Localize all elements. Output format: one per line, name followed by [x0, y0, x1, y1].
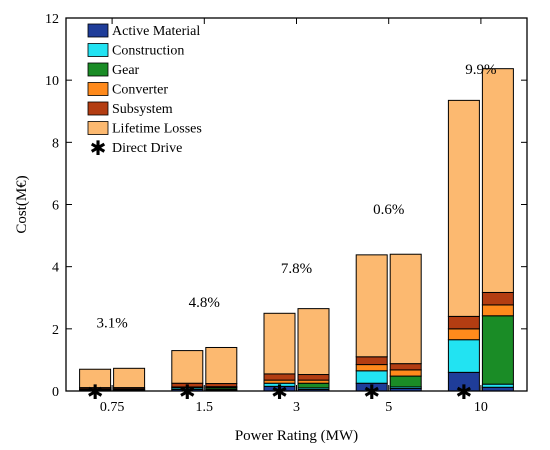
legend-label: Direct Drive: [112, 141, 182, 156]
legend-label: Converter: [112, 83, 168, 98]
x-tick-label: 1.5: [196, 400, 214, 415]
percent-annotation: 7.8%: [281, 261, 312, 277]
legend-swatch: [87, 62, 109, 77]
y-tick-label: 6: [52, 199, 59, 214]
x-axis-label: Power Rating (MW): [235, 428, 358, 444]
x-tick-label: 3: [293, 400, 300, 415]
legend-label: Active Material: [112, 24, 200, 39]
percent-annotation: 3.1%: [96, 315, 127, 331]
x-tick-label: 10: [474, 400, 488, 415]
bar-segment-10-geared-5: [481, 68, 514, 293]
direct-drive-marker: ✱: [179, 380, 196, 404]
ticks-layer: 0 2 4 6 8 10 12 0.75 1.5 3 5 10: [45, 12, 527, 415]
bar-segment-3-geared-4: [297, 374, 330, 381]
legend-label: Lifetime Losses: [112, 122, 202, 137]
percent-annotation: 0.6%: [373, 202, 404, 218]
bar-segment-10-geared-3: [481, 304, 514, 317]
bars-layer: [79, 68, 514, 392]
legend-label: Subsystem: [112, 102, 173, 117]
bar-segment-3-geared-5: [297, 308, 330, 376]
bar-segment-5-dd-4: [355, 356, 388, 366]
markers-layer: ✱ ✱ ✱ ✱ ✱: [87, 380, 473, 404]
legend-label: Construction: [112, 44, 184, 59]
bar-segment-5-geared-2: [389, 375, 422, 388]
bar-segment-5-geared-5: [389, 253, 422, 365]
y-tick-label: 8: [52, 136, 59, 151]
bar-segment-10-dd-1: [447, 339, 480, 373]
y-tick-label: 2: [52, 323, 59, 338]
y-tick-label: 10: [45, 74, 59, 89]
legend-swatch: [87, 101, 109, 116]
direct-drive-marker: ✱: [87, 380, 104, 404]
bar-segment-5-geared-3: [389, 369, 422, 377]
bar-segment-3-dd-5: [263, 312, 296, 375]
legend-marker-symbol: ✱: [90, 136, 107, 160]
x-tick-label: 5: [385, 400, 392, 415]
bar-segment-10-dd-4: [447, 315, 480, 330]
y-axis-label: Cost(M€): [14, 175, 30, 233]
bar-segment-0.75-dd-5: [79, 368, 112, 389]
legend-swatch: [87, 43, 109, 57]
bar-segment-10-geared-2: [481, 315, 514, 385]
bar-segment-0.75-geared-5: [113, 367, 146, 389]
direct-drive-marker: ✱: [363, 380, 380, 404]
legend-swatch: [87, 82, 109, 96]
y-tick-label: 12: [45, 12, 59, 27]
bar-segment-1.5-dd-5: [171, 350, 204, 384]
bar-segment-3-geared-2: [297, 382, 330, 389]
legend-label: Gear: [112, 63, 140, 78]
bar-segment-5-geared-4: [389, 363, 422, 371]
y-tick-label: 0: [52, 385, 59, 400]
x-tick-label: 0.75: [100, 400, 125, 415]
percent-annotation: 9.9%: [465, 62, 496, 78]
percent-annotation: 4.8%: [189, 295, 220, 311]
annotations-layer: 3.1% 4.8% 7.8% 0.6% 9.9%: [96, 62, 496, 331]
bar-segment-1.5-geared-5: [205, 346, 238, 385]
y-tick-label: 4: [52, 261, 59, 276]
bar-segment-5-dd-5: [355, 254, 388, 358]
bar-segment-5-dd-3: [355, 364, 388, 372]
legend-swatch: [87, 23, 109, 38]
bar-segment-10-dd-3: [447, 328, 480, 341]
bar-segment-10-geared-4: [481, 291, 514, 306]
bar-segment-10-dd-5: [447, 99, 480, 317]
direct-drive-marker: ✱: [456, 380, 473, 404]
direct-drive-marker: ✱: [271, 380, 288, 404]
legend-swatch: [87, 121, 109, 135]
legend: Active Material Construction Gear Converter…: [87, 23, 202, 160]
